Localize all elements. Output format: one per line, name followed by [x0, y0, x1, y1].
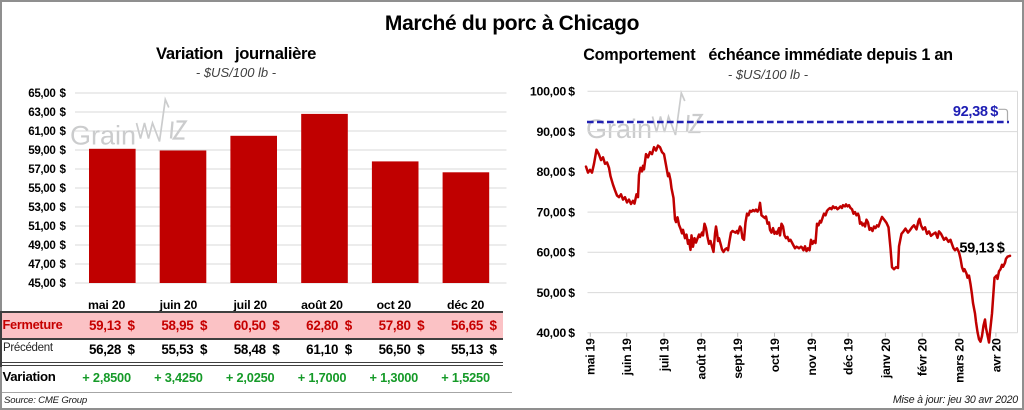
svg-text:$: $	[568, 165, 575, 179]
svg-text:$: $	[568, 125, 575, 139]
svg-text:$: $	[60, 163, 67, 176]
svg-text:50,00: 50,00	[536, 286, 566, 300]
svg-text:49,00: 49,00	[28, 239, 55, 252]
svg-text:$: $	[568, 85, 575, 99]
svg-text:$: $	[60, 106, 67, 119]
svg-text:63,00: 63,00	[28, 106, 55, 119]
svg-text:$: $	[60, 239, 67, 252]
svg-text:mars 20: mars 20	[952, 338, 966, 383]
svg-text:août 19: août 19	[695, 338, 709, 379]
svg-text:nov 19: nov 19	[805, 338, 819, 376]
svg-text:$: $	[60, 87, 67, 100]
svg-text:61,00: 61,00	[28, 125, 55, 138]
svg-text:févr 20: févr 20	[916, 338, 930, 376]
svg-text:60,00: 60,00	[536, 246, 566, 260]
svg-text:45,00: 45,00	[28, 277, 55, 290]
svg-text:$: $	[568, 205, 575, 219]
svg-text:juil 19: juil 19	[657, 338, 671, 372]
svg-text:100,00: 100,00	[530, 85, 567, 99]
svg-text:65,00: 65,00	[28, 87, 55, 100]
svg-text:sept 19: sept 19	[731, 338, 745, 379]
svg-text:80,00: 80,00	[536, 165, 566, 179]
svg-text:Grain: Grain	[586, 114, 652, 144]
svg-text:59,00: 59,00	[28, 144, 55, 157]
svg-text:$: $	[60, 201, 67, 214]
svg-text:déc 19: déc 19	[842, 338, 856, 375]
svg-text:$: $	[60, 220, 67, 233]
svg-text:53,00: 53,00	[28, 201, 55, 214]
svg-text:47,00: 47,00	[28, 258, 55, 271]
svg-text:90,00: 90,00	[536, 125, 566, 139]
svg-text:92,38 $: 92,38 $	[953, 104, 998, 120]
svg-text:Grain: Grain	[70, 121, 136, 151]
svg-text:$: $	[60, 258, 67, 271]
svg-text:$: $	[568, 286, 575, 300]
svg-text:51,00: 51,00	[28, 220, 55, 233]
svg-text:$: $	[60, 277, 67, 290]
svg-text:70,00: 70,00	[536, 205, 566, 219]
svg-text:janv 20: janv 20	[879, 338, 893, 379]
svg-text:mai 19: mai 19	[584, 338, 598, 375]
svg-text:juin 19: juin 19	[620, 338, 634, 376]
svg-text:avr 20: avr 20	[989, 338, 1003, 372]
svg-text:$: $	[60, 125, 67, 138]
svg-text:55,00: 55,00	[28, 182, 55, 195]
svg-text:$: $	[60, 144, 67, 157]
svg-text:$: $	[568, 246, 575, 260]
svg-text:57,00: 57,00	[28, 163, 55, 176]
svg-text:40,00: 40,00	[536, 326, 566, 340]
svg-text:$: $	[60, 182, 67, 195]
svg-text:59,13 $: 59,13 $	[959, 241, 1004, 257]
svg-text:oct 19: oct 19	[768, 338, 782, 372]
svg-text:$: $	[568, 326, 575, 340]
